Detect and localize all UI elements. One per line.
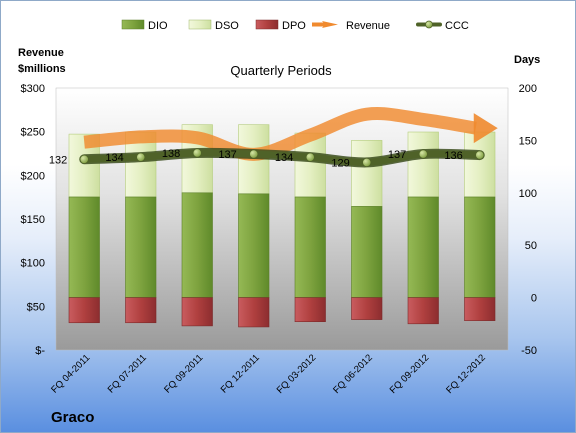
ccc-point	[249, 149, 259, 159]
bar-dso	[407, 131, 439, 198]
x-category-label: FQ 12-2011	[219, 352, 262, 395]
right-tick-label: 200	[519, 83, 537, 95]
bar-dso	[351, 140, 383, 207]
x-category-label: FQ 06-2012	[331, 352, 375, 396]
ccc-line-core	[80, 149, 484, 166]
x-category-label: FQ 09-2011	[162, 352, 205, 395]
bar-dpo	[181, 297, 213, 327]
chart-title: Quarterly Periods	[230, 63, 332, 78]
bar-dpo	[238, 297, 270, 328]
left-tick-label: $100	[21, 258, 45, 270]
legend-label-revenue: Revenue	[346, 20, 390, 32]
revenue-layer	[83, 107, 498, 161]
bar-dpo	[68, 297, 100, 324]
x-category-label: FQ 07-2011	[106, 352, 149, 395]
x-axis: FQ 04-2011 FQ 07-2011 FQ 09-2011 FQ 12-2011…	[49, 352, 488, 396]
ccc-point	[79, 154, 89, 164]
bar-dpo	[464, 297, 496, 321]
legend-label-dio: DIO	[148, 20, 168, 32]
legend-label-dso: DSO	[215, 20, 239, 32]
ccc-data-label: 132	[49, 154, 67, 166]
bar-dio	[238, 193, 270, 298]
ccc-point	[475, 150, 485, 160]
x-category-label: FQ 04-2011	[49, 352, 92, 395]
ccc-point	[418, 149, 428, 159]
bar-dso	[464, 131, 496, 198]
left-axis-title-line1: Revenue	[18, 47, 64, 59]
right-axis-title: Days	[514, 54, 540, 66]
legend-swatch-ccc-dot	[425, 20, 433, 29]
ccc-point	[192, 148, 202, 158]
left-tick-label: $300	[21, 83, 45, 95]
ccc-data-label: 129	[331, 157, 349, 169]
x-category-label: FQ 09-2012	[388, 352, 432, 396]
ccc-data-label: 138	[162, 148, 180, 160]
left-tick-label: $150	[21, 214, 45, 226]
right-tick-label: -50	[521, 345, 537, 357]
bar-dio	[125, 196, 157, 298]
legend-label-dpo: DPO	[282, 20, 306, 32]
bar-dpo	[351, 297, 383, 320]
left-tick-label: $-	[35, 345, 45, 357]
ccc-point	[136, 152, 146, 162]
legend-swatch-revenue	[312, 22, 326, 27]
ccc-point	[305, 152, 315, 162]
bar-dpo	[125, 297, 157, 324]
right-tick-label: 100	[519, 188, 537, 200]
bar-dio	[294, 196, 326, 298]
left-tick-label: $200	[21, 170, 45, 182]
bar-dio	[351, 206, 383, 298]
right-tick-label: 50	[525, 240, 537, 252]
legend-swatch-dio	[121, 19, 145, 30]
x-category-label: FQ 03-2012	[275, 352, 319, 396]
left-tick-label: $50	[27, 301, 45, 313]
right-tick-label: 150	[519, 135, 537, 147]
legend-label-ccc: CCC	[445, 20, 469, 32]
company-name: Graco	[51, 409, 94, 426]
ccc-data-label: 136	[444, 150, 462, 162]
right-tick-label: 0	[531, 293, 537, 305]
revenue-line	[83, 107, 477, 161]
ccc-data-label: 137	[388, 149, 406, 161]
bar-dio	[464, 196, 496, 298]
legend-swatch-dso	[188, 19, 212, 30]
left-tick-label: $250	[21, 127, 45, 139]
bar-dio	[68, 196, 100, 298]
ccc-layer: 132 134 138 137 134 129 137 136	[49, 147, 485, 169]
right-axis: -50 0 50 100 150 200	[519, 83, 537, 357]
chart-legend: DIO DSO DPO Revenue CCC	[121, 19, 469, 32]
ccc-point	[362, 157, 372, 168]
revenue-arrowhead	[473, 113, 498, 144]
ccc-data-label: 134	[275, 152, 293, 164]
bar-dpo	[294, 297, 326, 323]
x-category-label: FQ 12-2012	[444, 352, 488, 396]
ccc-data-label: 137	[218, 149, 236, 161]
bar-dio	[181, 192, 213, 298]
left-axis: $- $50 $100 $150 $200 $250 $300	[21, 83, 46, 357]
legend-swatch-dpo	[255, 19, 279, 30]
bars-layer	[68, 124, 496, 328]
left-axis-title-line2: $millions	[18, 63, 66, 75]
ccc-data-label: 134	[105, 152, 123, 164]
bar-dio	[407, 196, 439, 298]
bar-dpo	[407, 297, 439, 325]
